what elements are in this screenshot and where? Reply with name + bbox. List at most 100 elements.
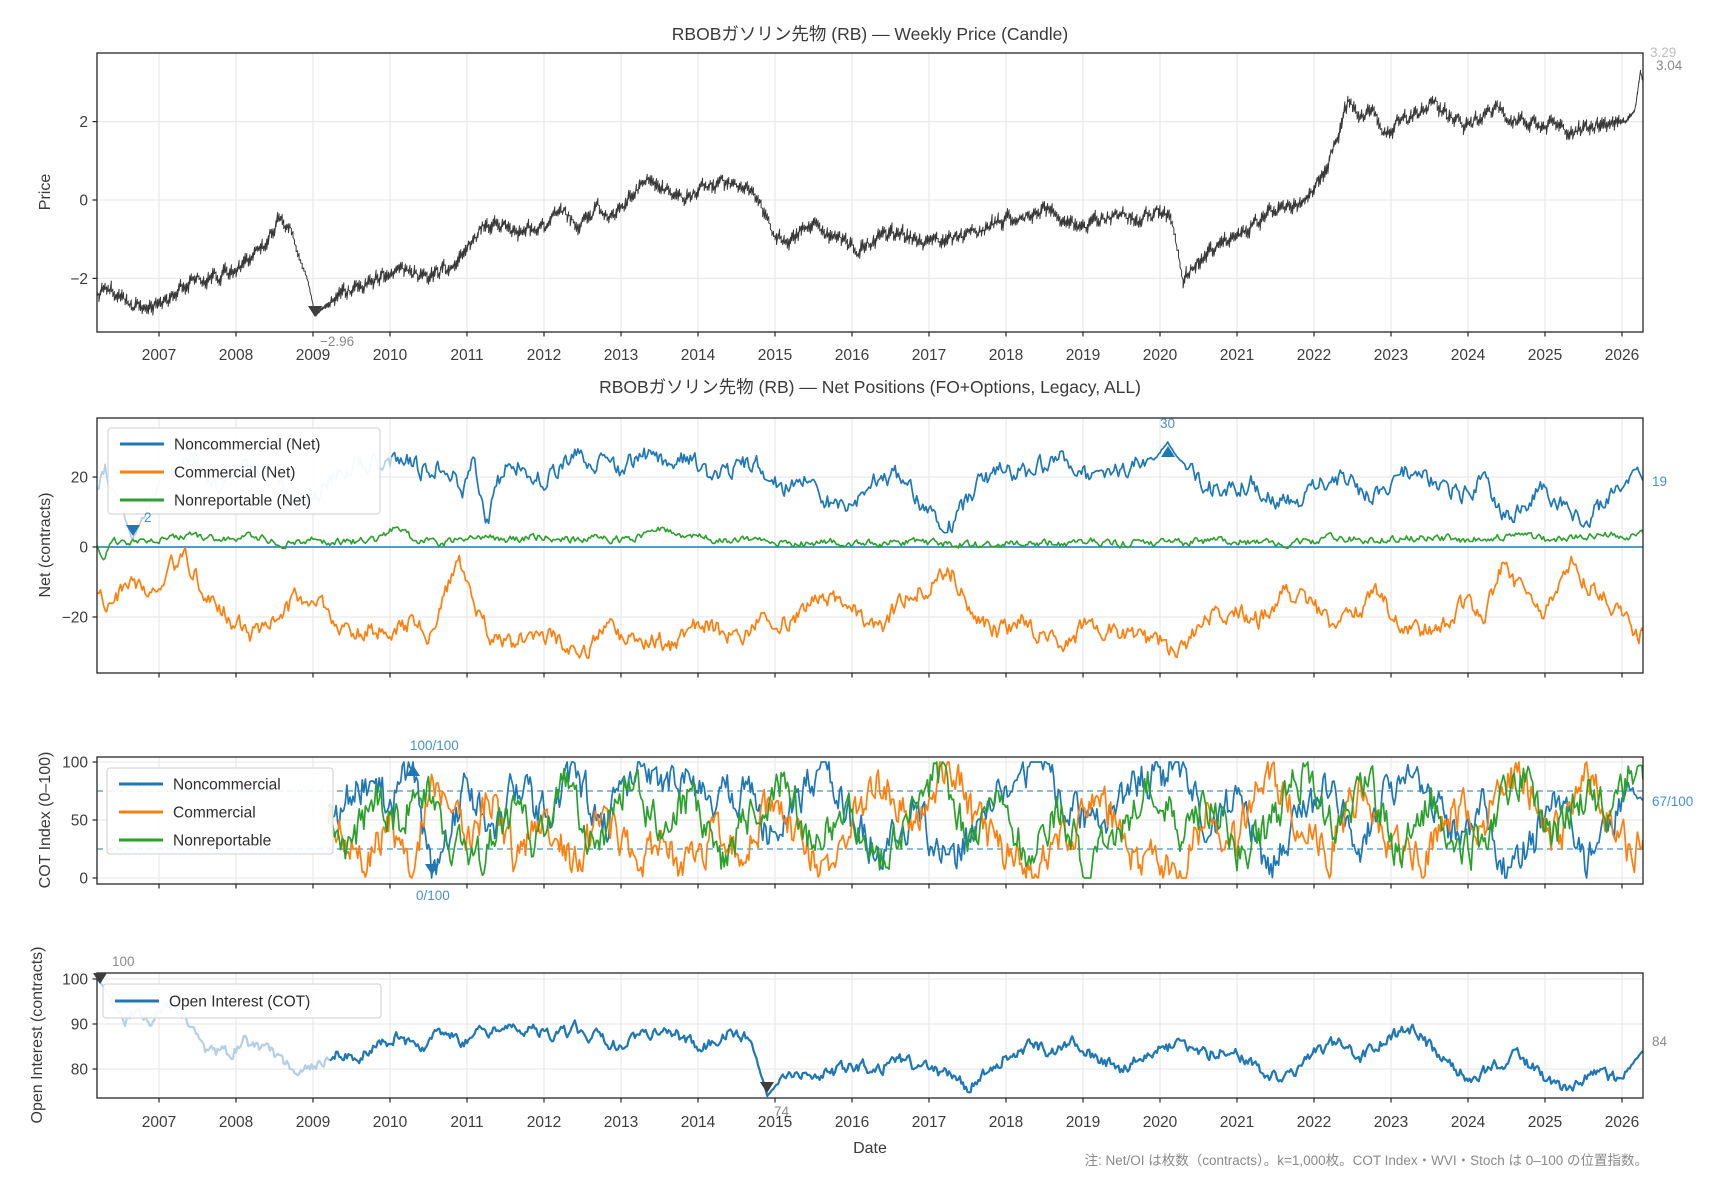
oi-xtick-label: 2016 [835, 1114, 869, 1131]
price-xtick-label: 2009 [296, 347, 330, 364]
net-ytick-label: −20 [62, 610, 89, 627]
oi-ytick-label: 80 [71, 1062, 89, 1079]
oi-marker-down-icon [760, 1082, 774, 1093]
price-xtick-label: 2024 [1451, 347, 1486, 364]
price-ytick-label: 2 [79, 114, 88, 131]
oi-xtick-label: 2017 [912, 1114, 946, 1131]
panel-price: 2 0 −2 2007 2008 2009 2010 2011 2012 2013 2014 2015… [70, 45, 1682, 364]
panel-price-title: RBOBガソリン先物 (RB) — Weekly Price (Candle) [671, 24, 1069, 44]
oi-annotation: 100 [112, 954, 135, 969]
price-xtick-label: 2025 [1528, 347, 1562, 364]
price-xtick-label: 2011 [450, 347, 483, 364]
price-xtick-label: 2019 [1066, 347, 1100, 364]
price-xtick-label: 2010 [373, 347, 408, 364]
oi-legend-label-Open Interest (COT): Open Interest (COT) [169, 994, 310, 1011]
cot-ytick-label: 0 [79, 871, 88, 888]
oi-series-Open Interest (COT) [329, 1019, 1643, 1098]
cot-marker-up-icon [406, 765, 420, 776]
cot-y-axis-label: COT Index (0–100) [37, 751, 54, 889]
price-annotation: −2.96 [320, 334, 354, 349]
net-series-Nonreportable (Net) [97, 526, 1643, 561]
net-annotation: 2 [144, 510, 152, 525]
price-xtick-label: 2018 [989, 347, 1023, 364]
price-xtick-label: 2014 [681, 347, 716, 364]
cot-legend: Noncommercial Commercial Nonreportable [106, 767, 334, 855]
price-xtick-label: 2012 [527, 347, 561, 364]
cot-annotation: 0/100 [416, 888, 450, 903]
oi-xtick-label: 2011 [450, 1114, 483, 1131]
oi-xtick-label: 2008 [219, 1114, 253, 1131]
net-annotation: 19 [1652, 474, 1667, 489]
oi-annotation: 84 [1652, 1034, 1668, 1049]
price-xtick-label: 2022 [1297, 347, 1331, 364]
oi-xtick-label: 2013 [604, 1114, 638, 1131]
footnote: 注: Net/OI は枚数（contracts）。k=1,000枚。COT In… [1084, 1153, 1648, 1168]
oi-xtick-label: 2009 [296, 1114, 330, 1131]
net-ytick-label: 20 [71, 470, 89, 487]
price-xtick-label: 2007 [142, 347, 176, 364]
oi-xtick-label: 2026 [1605, 1114, 1639, 1131]
oi-xtick-label: 2023 [1374, 1114, 1408, 1131]
cot-ytick-label: 100 [62, 755, 88, 772]
price-xtick-label: 2016 [835, 347, 869, 364]
oi-xtick-label: 2014 [681, 1114, 716, 1131]
net-legend-box [107, 427, 381, 515]
net-marker-up-icon [1161, 446, 1175, 457]
oi-xtick-label: 2021 [1220, 1114, 1254, 1131]
price-ytick-label: 0 [79, 193, 88, 210]
net-ytick-label: 0 [79, 540, 88, 557]
oi-legend: Open Interest (COT) [102, 983, 382, 1019]
net-legend: Noncommercial (Net) Commercial (Net) Nonre… [107, 427, 381, 515]
oi-xtick-label: 2024 [1451, 1114, 1486, 1131]
oi-legend-box [102, 983, 382, 1019]
price-xtick-label: 2021 [1220, 347, 1254, 364]
oi-y-axis-label: Open Interest (contracts) [29, 946, 46, 1124]
oi-xtick-label: 2020 [1143, 1114, 1178, 1131]
price-annotation: 3.29 [1650, 45, 1676, 60]
cot-ytick-label: 50 [71, 813, 89, 830]
price-y-axis-label: Price [37, 173, 54, 211]
oi-annotation: 74 [774, 1104, 790, 1119]
cot-annotation: 67/100 [1652, 794, 1693, 809]
net-legend-label-Noncommercial (Net): Noncommercial (Net) [174, 437, 320, 454]
panel-oi: 100 90 80 2007 2008 2009 2010 2011 2012 2013 2014 2… [62, 954, 1667, 1131]
panel-net: 20 0 −20 Noncommercial (Net) Commercial (Net… [62, 416, 1667, 678]
price-xtick-label: 2017 [912, 347, 946, 364]
net-marker-down-icon [126, 525, 140, 536]
net-spines [96, 417, 1644, 674]
price-marker-down-icon [308, 306, 322, 317]
net-y-axis-label: Net (contracts) [37, 492, 54, 598]
x-axis-label: Date [853, 1140, 887, 1157]
oi-xtick-label: 2019 [1066, 1114, 1100, 1131]
cot-annotation: 100/100 [410, 738, 459, 753]
oi-xtick-label: 2022 [1297, 1114, 1331, 1131]
panel-cot: 100 50 0 Noncommercial Commercial Nonreportab… [62, 738, 1693, 903]
oi-ytick-label: 90 [71, 1017, 89, 1034]
price-ytick-label: −2 [70, 271, 88, 288]
oi-ytick-label: 100 [62, 972, 88, 989]
net-series-Commercial (Net) [97, 546, 1643, 659]
price-xtick-label: 2008 [219, 347, 253, 364]
oi-xtick-label: 2018 [989, 1114, 1023, 1131]
cot-series-group [327, 761, 1643, 879]
price-spines [96, 52, 1644, 333]
net-legend-label-Nonreportable (Net): Nonreportable (Net) [174, 493, 311, 510]
cot-marker-down-icon [425, 864, 439, 875]
oi-spines [96, 972, 1644, 1099]
net-legend-label-Commercial (Net): Commercial (Net) [174, 465, 295, 482]
price-series-Price [97, 69, 1643, 317]
oi-xtick-label: 2007 [142, 1114, 176, 1131]
net-series-Noncommercial (Net) [390, 441, 1643, 534]
cot-legend-box [106, 767, 334, 855]
price-annotation: 3.04 [1656, 58, 1683, 73]
price-xtick-label: 2015 [758, 347, 792, 364]
oi-xtick-label: 2015 [758, 1114, 792, 1131]
price-xtick-label: 2023 [1374, 347, 1408, 364]
price-xtick-label: 2013 [604, 347, 638, 364]
oi-xtick-label: 2012 [527, 1114, 561, 1131]
cot-legend-label-Noncommercial: Noncommercial [173, 777, 281, 794]
price-series-group [97, 69, 1643, 317]
oi-xtick-label: 2025 [1528, 1114, 1562, 1131]
